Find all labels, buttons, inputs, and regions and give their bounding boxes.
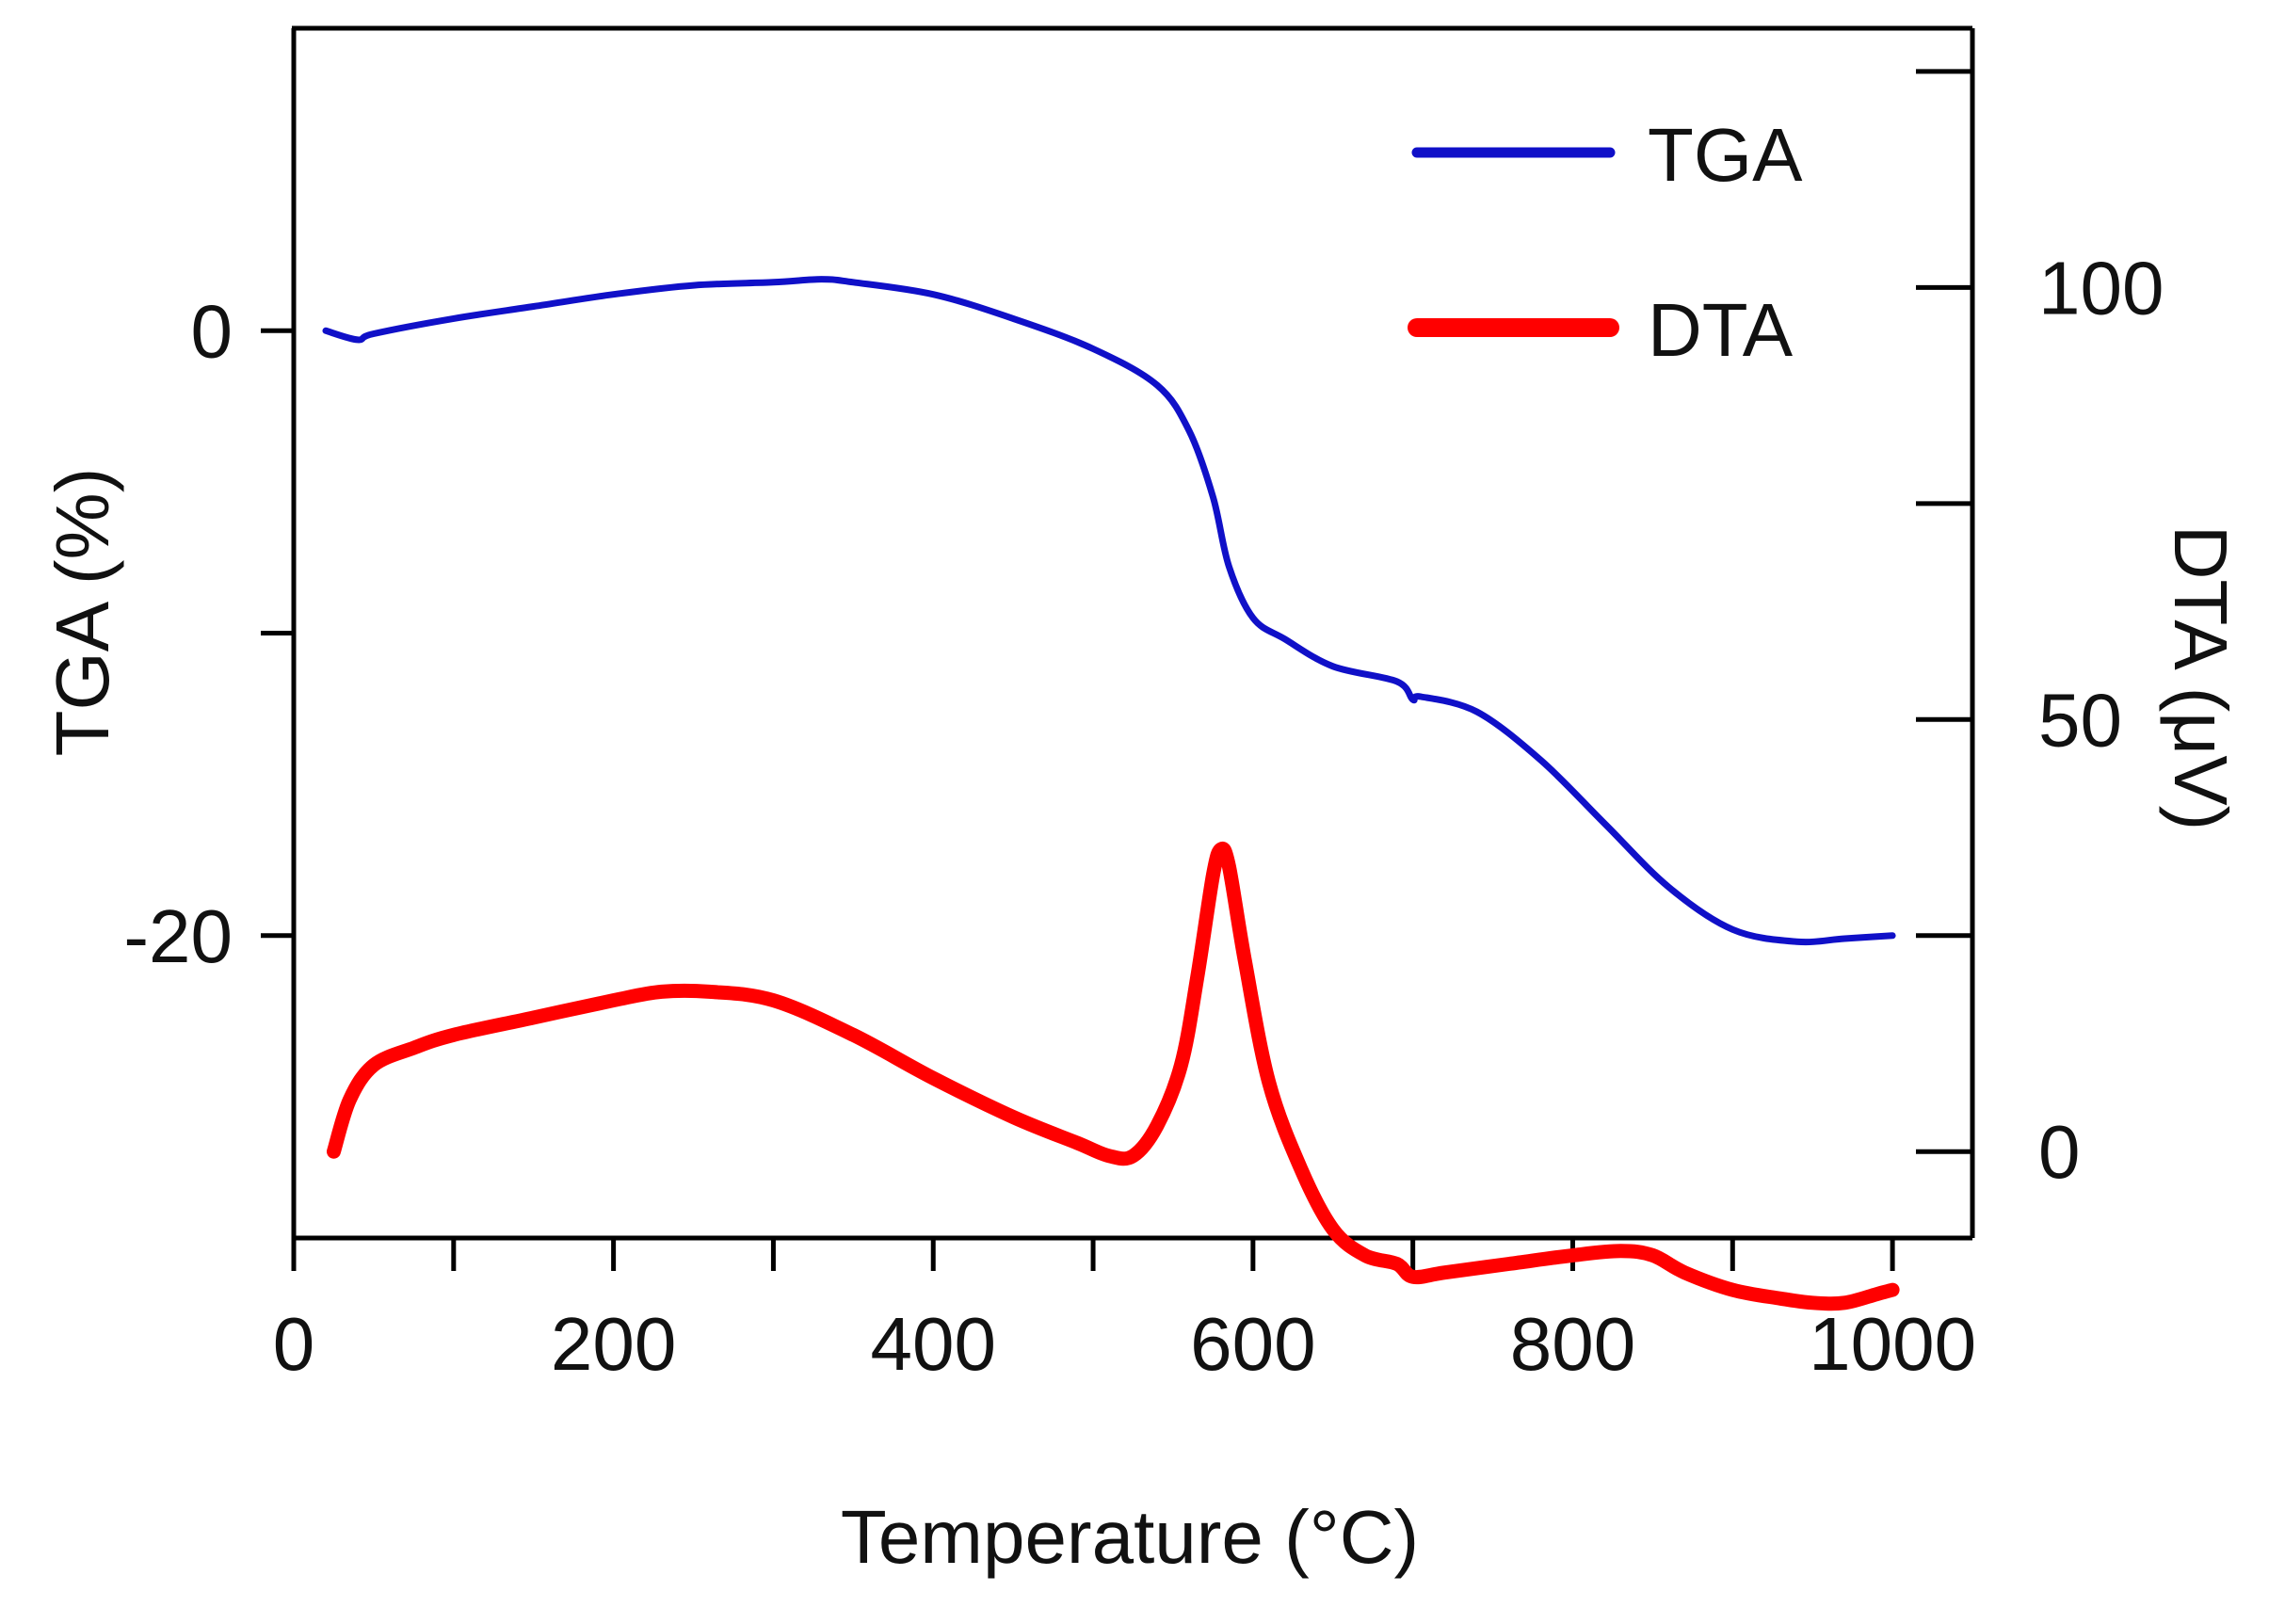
x-tick-label-600: 600	[1190, 1302, 1315, 1386]
x-tick-labels: 0 200 400 600 800 1000	[273, 1302, 1976, 1386]
y-right-tick-label-100: 100	[2038, 246, 2164, 330]
y-right-tick-label-50: 50	[2038, 678, 2122, 762]
y-left-ticks	[261, 328, 294, 939]
legend-label-tga: TGA	[1648, 113, 1803, 197]
legend: TGA DTA	[1408, 113, 1803, 372]
x-tick-label-0: 0	[273, 1302, 315, 1386]
plot-frame	[291, 25, 1975, 1241]
x-tick-label-1000: 1000	[1809, 1302, 1976, 1386]
x-axis-title: Temperature (°C)	[841, 1495, 1419, 1579]
y-left-tick-labels: 0 -20	[123, 289, 233, 978]
y-left-tick-label-0: 0	[191, 289, 233, 373]
x-tick-label-200: 200	[551, 1302, 676, 1386]
series-line-tga	[322, 276, 1896, 946]
y-right-ticks	[1916, 69, 1972, 1154]
y-left-axis-title: TGA (%)	[40, 468, 124, 757]
series-layer	[322, 276, 1900, 1311]
y-right-tick-label-0: 0	[2038, 1110, 2081, 1194]
x-tick-label-400: 400	[870, 1302, 995, 1386]
legend-label-dta: DTA	[1648, 288, 1794, 372]
series-line-dta	[327, 841, 1900, 1311]
y-right-tick-labels: 0 50 100	[2038, 246, 2164, 1194]
y-right-axis-title: DTA (μV)	[2159, 525, 2243, 831]
y-left-tick-label--20: -20	[123, 894, 233, 978]
x-tick-label-800: 800	[1510, 1302, 1635, 1386]
